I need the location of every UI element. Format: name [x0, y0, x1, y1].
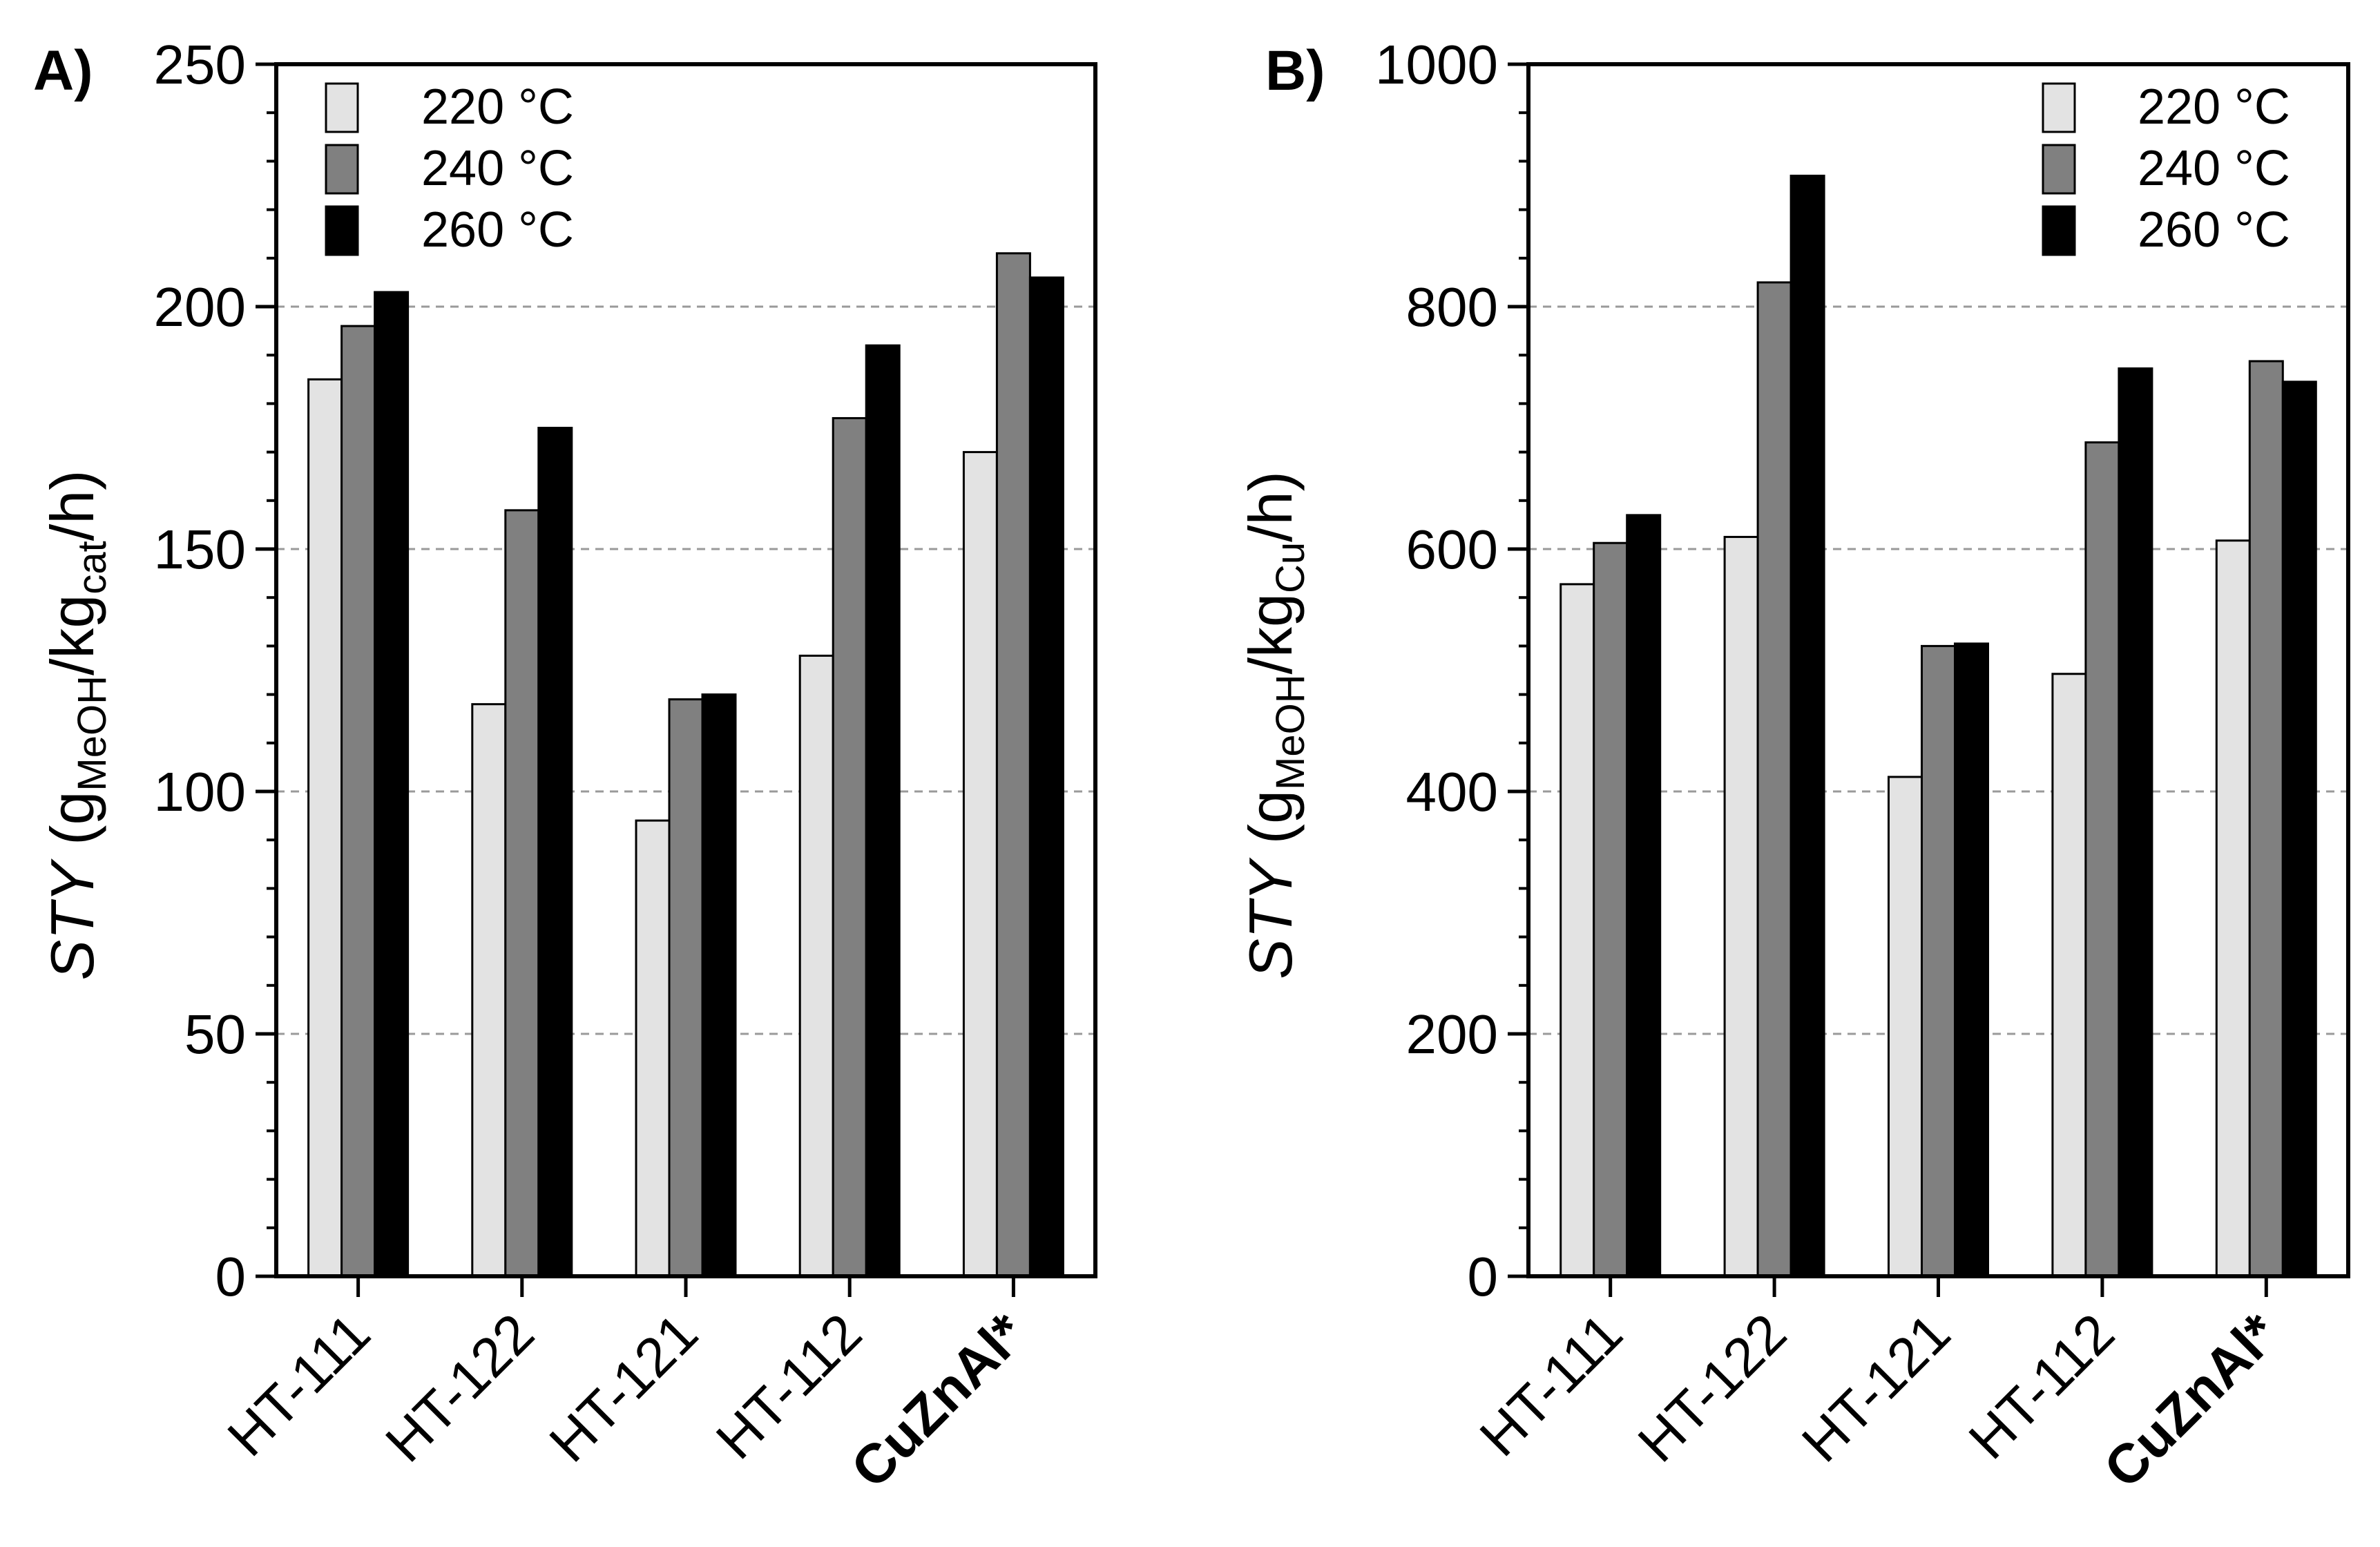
panel-b-bar-cuznal-1: [2248, 360, 2284, 1278]
panel-b-y-label-prefix: STY: [1236, 857, 1305, 979]
panel-b-y-tick-label: 1000: [1375, 34, 1498, 95]
panel-a-bar-ht121-1: [668, 698, 704, 1278]
panel-b-bar-ht122-0: [1723, 535, 1759, 1278]
panel-a-bar-ht112-1: [832, 416, 867, 1278]
panel-b-legend-label: 220 °C: [2138, 79, 2290, 135]
panel-b-y-label-sub1: MeOH: [1268, 674, 1313, 790]
panel-a-bar-ht111-0: [307, 378, 343, 1278]
panel-b-legend-swatch: [2042, 205, 2076, 256]
panel-a-legend-label: 260 °C: [421, 202, 574, 258]
panel-a-y-tick-label: 0: [215, 1246, 247, 1307]
panel-a-plot-frame: [274, 62, 1097, 1278]
panel-b-y-tick-label: 0: [1468, 1246, 1499, 1307]
panel-b-y-tick-label: 800: [1406, 276, 1498, 338]
panel-a-bar-ht111-1: [340, 325, 376, 1278]
panel-b-y-label-sub2: Cu: [1268, 542, 1313, 593]
panel-b-category-label: CuZnAl*: [2092, 1301, 2290, 1499]
panel-b-bar-ht112-1: [2084, 441, 2120, 1278]
panel-a-legend-swatch: [325, 144, 359, 195]
panel-a-y-label-sub2: cat: [70, 541, 115, 594]
panel-a-y-tick-label: 150: [154, 519, 246, 580]
panel-b-bar-ht122-1: [1756, 281, 1792, 1278]
panel-a-bar-ht122-1: [504, 509, 540, 1278]
panel-a-legend-swatch: [325, 205, 359, 256]
panel-a-y-tick-label: 250: [154, 34, 246, 95]
panel-a-y-label-mid: /kg: [38, 595, 106, 675]
panel-b-y-label-open: (g: [1236, 790, 1305, 861]
panel-a-label: A): [33, 39, 93, 102]
panel-b-legend-swatch: [2042, 82, 2076, 133]
panel-a-bar-ht121-0: [635, 819, 671, 1278]
panel-b-y-label-close: /h): [1236, 471, 1305, 542]
panel-b: B) STY (gMeOH/kgCu/h) HT-111HT-122HT-121…: [1236, 34, 2350, 1499]
panel-b-category-label: HT-122: [1626, 1302, 1798, 1473]
panel-a-legend-label: 220 °C: [421, 79, 574, 135]
panel-b-category-label: HT-112: [1957, 1302, 2126, 1470]
panel-a-y-label-sub1: MeOH: [70, 675, 115, 791]
panel-b-y-label-mid: /kg: [1236, 593, 1305, 674]
panel-b-bar-ht111-2: [1626, 514, 1662, 1278]
panel-a-category-label: CuZnAl*: [839, 1301, 1037, 1499]
panel-b-bar-ht121-1: [1921, 644, 1956, 1278]
panel-b-y-tick-label: 600: [1406, 519, 1498, 580]
panel-b-bar-ht112-2: [2118, 367, 2153, 1278]
panel-a-legend-swatch: [325, 82, 359, 133]
panel-b-legend-swatch: [2042, 144, 2076, 195]
panel-b-bar-ht111-1: [1593, 541, 1629, 1278]
panel-b-label: B): [1265, 39, 1325, 102]
panel-b-legend-label: 260 °C: [2138, 202, 2290, 258]
panel-a-legend-label: 240 °C: [421, 141, 574, 196]
panel-b-category-label: HT-121: [1790, 1302, 1961, 1473]
panel-b-bar-cuznal-2: [2281, 381, 2317, 1278]
panel-b-legend-label: 240 °C: [2138, 141, 2290, 196]
panel-b-y-axis-label: STY (gMeOH/kgCu/h): [1236, 471, 1313, 979]
panel-b-y-tick-label: 200: [1406, 1003, 1498, 1065]
panel-a-bar-ht121-2: [701, 693, 737, 1278]
panel-a-y-label-prefix: STY: [38, 858, 106, 980]
panel-b-bar-ht121-0: [1888, 776, 1923, 1278]
panel-b-bar-ht111-0: [1560, 583, 1595, 1278]
panel-b-plot-frame: [1526, 62, 2350, 1278]
panel-a-y-axis-label: STY (gMeOH/kgcat/h): [38, 470, 115, 981]
panel-a-category-label: HT-112: [704, 1302, 873, 1470]
panel-a-y-label-close: /h): [38, 470, 106, 541]
panel-a-y-label-open: (g: [38, 791, 106, 863]
panel-a-bar-ht122-2: [537, 427, 573, 1278]
panel-a: A) STY (gMeOH/kgcat/h) HT-111HT-122HT-12…: [33, 34, 1097, 1499]
panel-a-bar-cuznal-1: [995, 252, 1031, 1278]
panel-b-bar-cuznal-0: [2215, 539, 2251, 1278]
panel-a-category-label: HT-111: [216, 1302, 382, 1468]
panel-b-y-tick-label: 400: [1406, 761, 1498, 823]
panel-a-bar-ht122-0: [471, 703, 507, 1278]
panel-a-bar-cuznal-2: [1028, 276, 1064, 1278]
panel-a-bar-ht112-0: [798, 654, 834, 1278]
panel-a-bar-ht112-2: [865, 344, 901, 1278]
panel-b-bar-ht122-2: [1789, 174, 1825, 1278]
panel-a-bar-cuznal-0: [962, 451, 998, 1278]
panel-b-bar-ht121-2: [1954, 642, 1989, 1278]
panel-b-bar-ht112-0: [2051, 673, 2087, 1278]
panel-a-category-label: HT-121: [538, 1302, 709, 1473]
panel-a-category-label: HT-122: [374, 1302, 545, 1473]
panel-a-y-tick-label: 100: [154, 761, 246, 823]
panel-a-y-tick-label: 50: [184, 1003, 246, 1065]
panel-a-y-tick-label: 200: [154, 276, 246, 338]
panel-b-category-label: HT-111: [1468, 1302, 1634, 1468]
panel-a-bar-ht111-2: [374, 291, 410, 1278]
